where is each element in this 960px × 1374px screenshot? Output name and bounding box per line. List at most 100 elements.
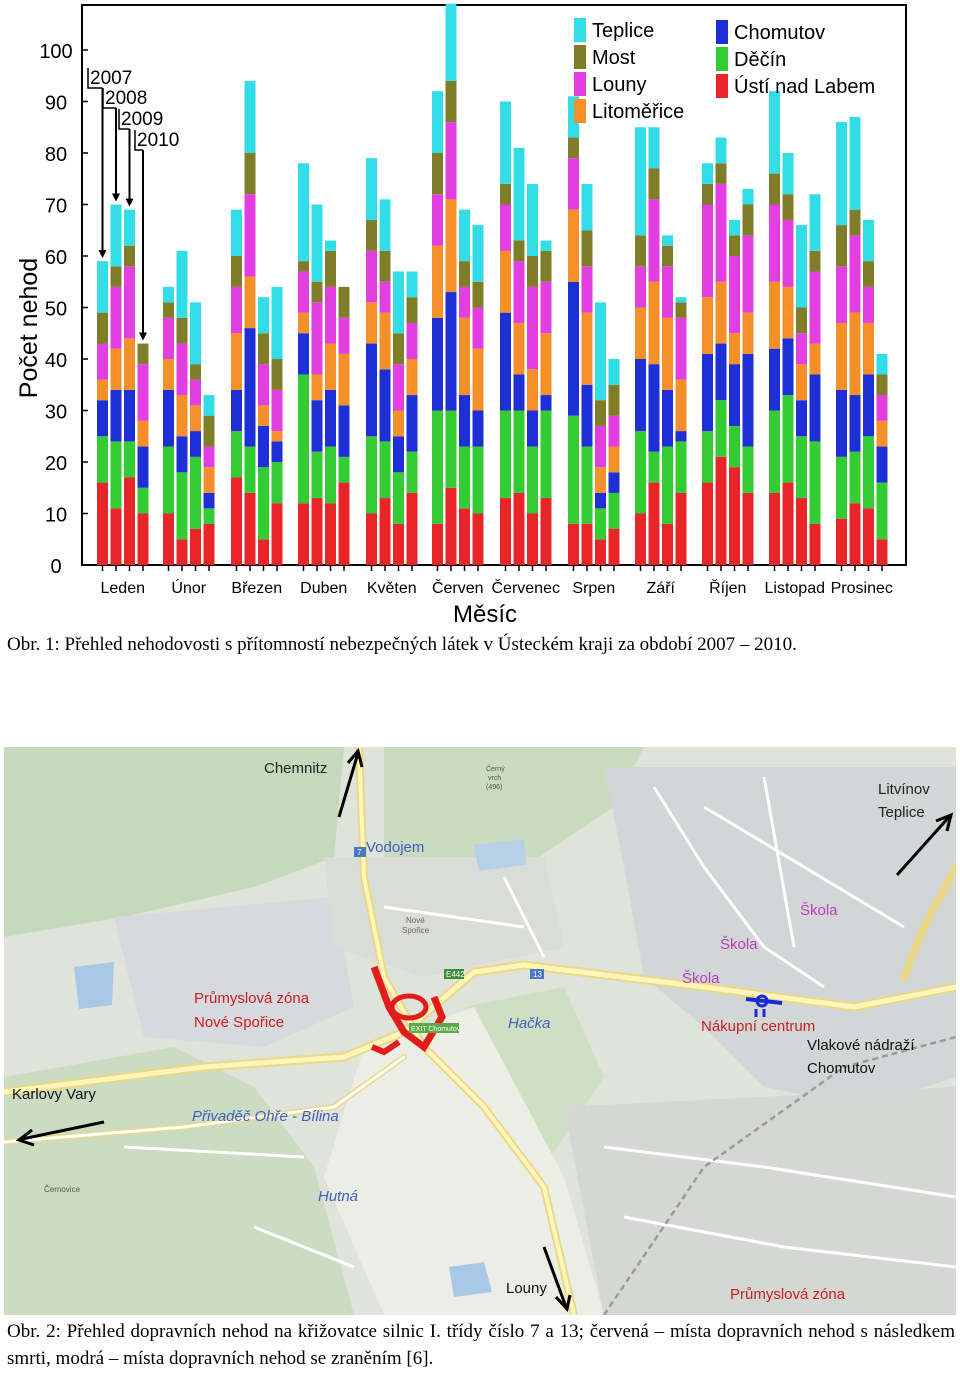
bar-segment	[97, 482, 108, 565]
bar-segment	[527, 286, 538, 370]
bar-segment	[742, 235, 754, 313]
bar-segment	[769, 173, 780, 205]
bar-segment	[190, 528, 201, 565]
bar-segment	[124, 441, 135, 478]
road-shields: E442 13 7	[354, 847, 544, 979]
bar-segment	[244, 276, 256, 329]
label-privadec: Přivaděč Ohře - Bílina	[192, 1108, 339, 1125]
bar-segment	[137, 446, 149, 488]
y-tick-label: 20	[45, 453, 67, 475]
bar-segment	[338, 405, 350, 457]
bar-segment	[298, 271, 309, 313]
legend-label: Louny	[592, 74, 647, 96]
bar-segment	[393, 271, 404, 334]
bar-segment	[298, 261, 309, 272]
bar-segment	[445, 199, 457, 293]
bar-segment	[742, 204, 754, 236]
bar-segment	[271, 503, 283, 565]
bar-segment	[675, 492, 687, 565]
bar-segment	[702, 353, 713, 432]
bar-segment	[163, 302, 174, 318]
bar-segment	[675, 379, 687, 432]
bar-segment	[500, 250, 511, 313]
bar-segment	[244, 153, 256, 195]
bar-segment	[231, 256, 242, 287]
bar-segment	[662, 245, 673, 267]
bar-segment	[500, 204, 511, 251]
bar-segment	[203, 415, 215, 447]
bar-segment	[849, 116, 861, 210]
road-7-label: 7	[357, 848, 362, 857]
label-hutna: Hutná	[318, 1188, 358, 1205]
bar-segment	[500, 101, 511, 184]
bar-segment	[581, 523, 593, 565]
bar-segment	[393, 436, 404, 473]
bar-segment	[540, 240, 552, 251]
bar-segment	[608, 384, 620, 416]
bar-segment	[608, 415, 620, 447]
bar-segment	[540, 250, 552, 282]
bar-segment	[124, 338, 135, 390]
bar-segment	[190, 364, 201, 380]
year-bracket	[87, 68, 103, 89]
bar-segment	[581, 266, 593, 313]
x-tick-label: Říjen	[709, 578, 746, 597]
bar-segment	[432, 245, 443, 318]
bar-segment	[513, 492, 525, 565]
label-hill-height: (496)	[486, 784, 502, 791]
bar-segment	[715, 400, 727, 457]
bar-segment	[769, 281, 780, 349]
bar-segment	[729, 467, 740, 565]
forest-area	[384, 747, 644, 887]
bar-segment	[796, 333, 807, 365]
label-chemnitz: Chemnitz	[264, 760, 327, 777]
bar-segment	[635, 235, 646, 267]
x-tick-label: Leden	[101, 580, 146, 597]
bar-segment	[635, 307, 646, 359]
bar-segment	[568, 523, 579, 565]
bar-segment	[742, 312, 754, 354]
bar-segment	[203, 395, 215, 416]
bar-segment	[379, 441, 391, 499]
bar-segment	[325, 503, 336, 565]
bar-segment	[675, 297, 687, 303]
bar-segment	[836, 322, 847, 390]
bar-segment	[432, 410, 443, 524]
y-tick-label: 60	[45, 247, 67, 269]
bar-segment	[176, 250, 188, 318]
bar-segment	[231, 477, 242, 565]
bar-segment	[595, 508, 606, 540]
direction-arrows	[15, 747, 954, 1313]
bar-segment	[459, 395, 470, 447]
bar-segment	[258, 467, 269, 540]
bar-segment	[513, 147, 525, 241]
bar-segment	[648, 127, 660, 169]
bar-segment	[124, 245, 135, 267]
bar-segment	[836, 456, 847, 519]
pond	[449, 1262, 492, 1297]
year-label: 2008	[105, 88, 147, 109]
bar-segment	[110, 204, 122, 267]
bar-segment	[527, 513, 538, 565]
bar-segment	[769, 348, 780, 411]
bar-segment	[796, 400, 807, 437]
legend-label: Teplice	[592, 20, 654, 42]
bar-segment	[271, 389, 283, 432]
legend-swatch	[574, 99, 586, 123]
bar-segment	[393, 523, 404, 565]
bar-segment	[849, 209, 861, 236]
bar-segment	[595, 400, 606, 426]
bar-segment	[809, 250, 821, 272]
bar-segment	[809, 441, 821, 524]
bar-segment	[190, 456, 201, 529]
bar-segment	[258, 364, 269, 406]
bar-segment	[809, 271, 821, 344]
bar-segment	[176, 539, 188, 565]
bar-segment	[568, 96, 579, 138]
bar-segment	[581, 446, 593, 524]
bar-segment	[702, 204, 713, 298]
x-tick-label: Září	[647, 580, 676, 597]
bar-segment	[325, 286, 336, 344]
bar-segment	[527, 256, 538, 287]
year-label: 2007	[90, 68, 132, 89]
